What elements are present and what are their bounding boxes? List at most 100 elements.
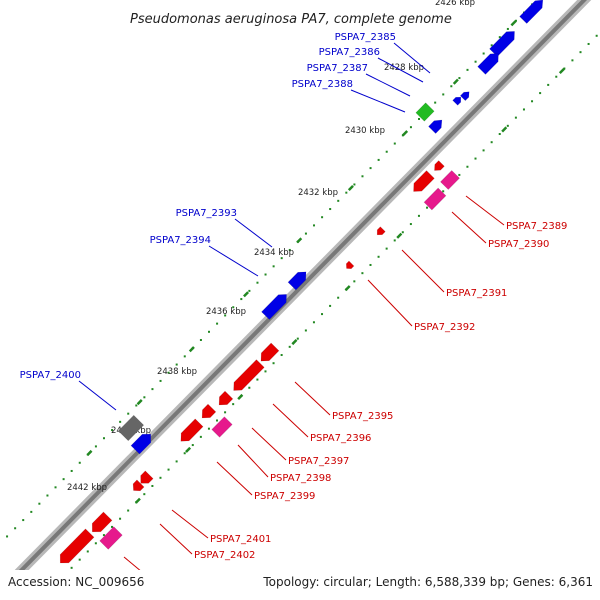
cds-block xyxy=(261,294,287,320)
tick-dot xyxy=(240,298,243,301)
gene-label-reverse[interactable]: PSPA7_2391 xyxy=(446,288,507,299)
gene-label-forward[interactable]: PSPA7_2393 xyxy=(176,208,237,219)
tick-dot xyxy=(385,150,388,153)
tick-dot xyxy=(102,437,105,440)
cds-block xyxy=(376,226,386,236)
cds-block xyxy=(132,479,145,492)
tick-dot xyxy=(579,51,582,54)
major-tick-mark xyxy=(243,291,250,298)
gene-label-reverse[interactable]: PSPA7_2402 xyxy=(194,550,255,561)
gene-label-leader xyxy=(365,73,411,97)
tick-dot xyxy=(393,239,396,242)
gene-label-forward[interactable]: PSPA7_2386 xyxy=(319,47,380,58)
cds-block xyxy=(452,96,462,106)
tick-label: 2434 kbp xyxy=(254,248,294,258)
tick-dot xyxy=(102,534,105,537)
tick-dot xyxy=(522,108,525,111)
tick-dot xyxy=(353,280,356,283)
tick-dot xyxy=(490,44,493,47)
tick-dot xyxy=(183,355,186,358)
tick-dot xyxy=(6,535,9,538)
tick-dot xyxy=(337,199,340,202)
gene-label-reverse[interactable]: PSPA7_2390 xyxy=(488,239,549,250)
tick-dot xyxy=(119,517,122,520)
label-track: PSPA7_2385 PSPA7_2386 PSPA7_2387 PSPA7_2388… xyxy=(20,32,568,594)
tick-dot xyxy=(377,158,380,161)
gene-label-leader xyxy=(171,509,209,539)
major-tick-mark xyxy=(237,393,244,400)
tick-dot xyxy=(175,460,178,463)
tick-dot xyxy=(329,208,332,211)
gene-label-leader xyxy=(294,381,331,416)
tick-dot xyxy=(458,77,461,80)
cds-block xyxy=(477,53,499,75)
tick-dot xyxy=(450,85,453,88)
gene-label-reverse[interactable]: PSPA7_2396 xyxy=(310,433,371,444)
tick-dot xyxy=(14,527,17,530)
map-title: Pseudomonas aeruginosa PA7, complete gen… xyxy=(130,12,452,27)
cds-block xyxy=(287,271,307,291)
tick-dot xyxy=(207,330,210,333)
tick-dot xyxy=(272,265,275,268)
cds-block xyxy=(260,342,280,362)
accession-text: Accession: NC_009656 xyxy=(8,575,144,589)
gene-label-reverse[interactable]: PSPA7_2392 xyxy=(414,322,475,333)
gene-label-forward[interactable]: PSPA7_2387 xyxy=(307,63,368,74)
tick-dot xyxy=(482,149,485,152)
cds-block xyxy=(201,403,217,419)
gene-label-leader xyxy=(78,380,117,411)
tick-dot xyxy=(506,124,509,127)
gene-label-forward[interactable]: PSPA7_2400 xyxy=(20,370,81,381)
rna-block xyxy=(211,416,233,438)
tick-dot xyxy=(216,322,219,325)
gene-label-reverse[interactable]: PSPA7_2395 xyxy=(332,411,393,422)
cds-block xyxy=(233,359,265,391)
tick-dot xyxy=(409,126,412,129)
tick-dot xyxy=(321,216,324,219)
tick-dot xyxy=(199,435,202,438)
tick-dot xyxy=(369,263,372,266)
gene-label-reverse[interactable]: PSPA7_2389 xyxy=(506,221,567,232)
gene-label-reverse[interactable]: PSPA7_2399 xyxy=(254,491,315,502)
tick-dot xyxy=(531,100,534,103)
tick-dot xyxy=(264,370,267,373)
tick-dot xyxy=(167,371,170,374)
gene-label-leader xyxy=(216,461,253,496)
label-leaders xyxy=(78,42,505,588)
cds-block xyxy=(140,470,154,484)
tick-dot xyxy=(199,338,202,341)
tick-dot xyxy=(434,101,437,104)
tick-dot xyxy=(272,362,275,365)
tick-dot xyxy=(111,429,114,432)
major-tick-mark xyxy=(558,68,565,75)
gene-label-reverse[interactable]: PSPA7_2401 xyxy=(210,534,271,545)
cds-block xyxy=(434,160,445,171)
tick-dot xyxy=(62,478,65,481)
tick-dot xyxy=(345,191,348,194)
tick-label: 2438 kbp xyxy=(157,367,197,377)
tick-dot xyxy=(232,306,235,309)
gene-label-reverse[interactable]: PSPA7_2397 xyxy=(288,456,349,467)
topology-text: Topology: circular; Length: 6,588,339 bp… xyxy=(262,575,593,589)
gene-label-leader xyxy=(251,427,287,461)
cds-block xyxy=(413,170,435,192)
cds-block xyxy=(345,260,355,270)
tick-label: 2442 kbp xyxy=(67,483,107,493)
major-tick-mark xyxy=(86,449,93,456)
gene-label-leader xyxy=(234,218,273,248)
gene-label-forward[interactable]: PSPA7_2388 xyxy=(292,79,353,90)
gene-label-forward[interactable]: PSPA7_2385 xyxy=(335,32,396,43)
tick-dot xyxy=(224,314,227,317)
tick-dot xyxy=(30,510,33,513)
tick-dot xyxy=(232,403,235,406)
tick-dot xyxy=(127,412,130,415)
major-tick-mark xyxy=(452,78,459,85)
tick-dot xyxy=(46,494,49,497)
major-tick-mark xyxy=(134,497,141,504)
gene-label-forward[interactable]: PSPA7_2394 xyxy=(150,235,211,246)
gene-label-leader xyxy=(237,444,269,478)
tick-dot xyxy=(321,313,324,316)
gene-label-reverse[interactable]: PSPA7_2398 xyxy=(270,473,331,484)
tick-dot xyxy=(70,469,73,472)
